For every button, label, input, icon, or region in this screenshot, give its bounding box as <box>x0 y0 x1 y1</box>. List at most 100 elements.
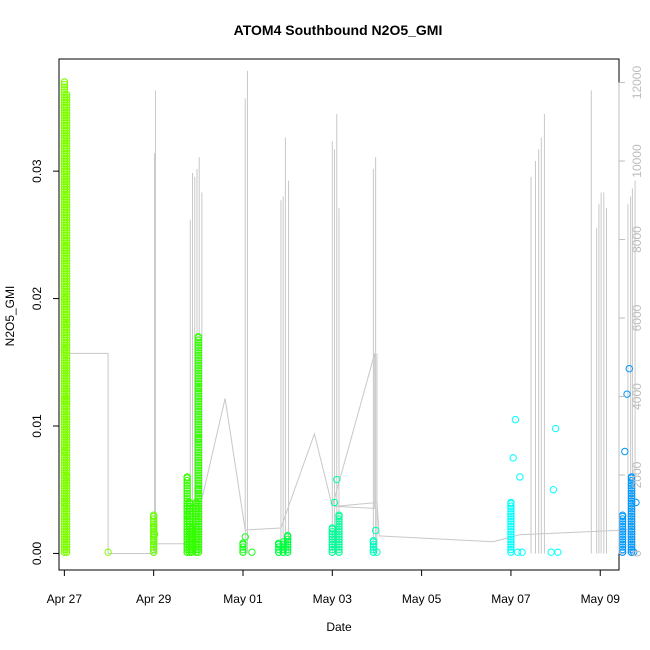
data-point <box>62 525 71 533</box>
data-point <box>62 285 71 293</box>
data-point <box>62 336 71 344</box>
data-point <box>194 466 203 475</box>
data-point <box>62 239 71 247</box>
data-point <box>194 372 203 380</box>
data-series <box>507 415 562 556</box>
data-point <box>279 538 287 546</box>
data-point <box>627 548 636 556</box>
data-point <box>62 333 71 342</box>
data-point <box>62 387 71 395</box>
y-tick-label: 0.03 <box>30 159 44 183</box>
data-point <box>630 548 638 556</box>
data-point <box>194 420 203 429</box>
data-point <box>62 356 71 365</box>
data-point <box>62 280 71 288</box>
data-point <box>62 410 71 418</box>
data-point <box>194 333 203 341</box>
data-point <box>149 545 158 554</box>
data-point <box>62 208 71 217</box>
data-point <box>194 354 203 362</box>
data-point <box>187 524 196 532</box>
data-point <box>194 425 203 434</box>
data-point <box>507 535 515 544</box>
x-tick-label: Apr 27 <box>47 592 83 606</box>
data-point <box>192 528 200 536</box>
data-point <box>62 364 71 372</box>
data-point <box>192 520 200 528</box>
data-point <box>60 83 69 91</box>
data-point <box>62 351 71 360</box>
data-point <box>62 507 71 515</box>
data-point <box>627 507 636 515</box>
data-point <box>335 545 343 554</box>
y-right-tick-label: 4000 <box>630 383 644 410</box>
data-point <box>62 464 71 472</box>
data-point <box>62 90 71 99</box>
data-point <box>62 482 71 490</box>
data-point <box>62 323 71 332</box>
data-point <box>283 531 292 540</box>
data-point <box>62 252 71 260</box>
data-point <box>62 420 71 429</box>
data-point <box>194 374 203 383</box>
data-point <box>194 387 203 395</box>
data-point <box>62 275 71 283</box>
data-point <box>328 524 337 532</box>
data-point <box>507 502 515 510</box>
data-point <box>62 152 71 160</box>
data-point <box>194 438 203 446</box>
data-point <box>194 476 203 485</box>
data-point <box>62 428 71 436</box>
y-right-tick-label: 0 <box>630 550 644 557</box>
data-point <box>62 241 71 250</box>
data-point <box>62 441 71 449</box>
data-point <box>62 103 71 112</box>
data-point <box>627 535 636 544</box>
data-point <box>194 456 203 464</box>
data-point <box>279 543 287 551</box>
data-point <box>547 548 555 556</box>
data-point <box>554 548 562 556</box>
data-point <box>194 443 203 452</box>
data-point <box>62 206 71 214</box>
data-point <box>183 489 191 498</box>
data-point <box>62 243 71 252</box>
data-point <box>194 400 203 408</box>
data-point <box>62 484 71 492</box>
data-point <box>627 528 636 536</box>
data-point <box>627 505 636 513</box>
data-point <box>62 326 71 334</box>
data-point <box>62 287 71 296</box>
data-point <box>62 349 71 357</box>
data-point <box>192 538 200 546</box>
data-point <box>62 392 71 401</box>
data-point <box>62 216 71 224</box>
data-point <box>369 545 378 554</box>
data-point <box>192 540 200 549</box>
data-point <box>239 548 247 556</box>
data-point <box>627 512 636 521</box>
data-point <box>194 346 203 355</box>
data-point <box>192 535 200 544</box>
data-point <box>62 494 71 503</box>
data-point <box>62 310 71 319</box>
data-point <box>62 510 71 518</box>
x-tick-label: May 01 <box>223 592 263 606</box>
data-point <box>279 545 287 554</box>
data-point <box>192 533 200 541</box>
data-point <box>194 435 203 443</box>
data-point <box>62 415 71 423</box>
data-point <box>62 200 71 209</box>
data-point <box>625 364 633 373</box>
y-right-tick-label: 2000 <box>630 461 644 488</box>
data-point <box>183 482 191 490</box>
data-point <box>62 170 71 178</box>
data-point <box>62 313 71 321</box>
data-point <box>62 451 71 459</box>
data-point <box>62 257 71 265</box>
data-point <box>150 530 159 539</box>
data-point <box>62 459 71 467</box>
data-point <box>192 548 200 556</box>
data-point <box>507 538 515 546</box>
data-point <box>62 528 71 536</box>
